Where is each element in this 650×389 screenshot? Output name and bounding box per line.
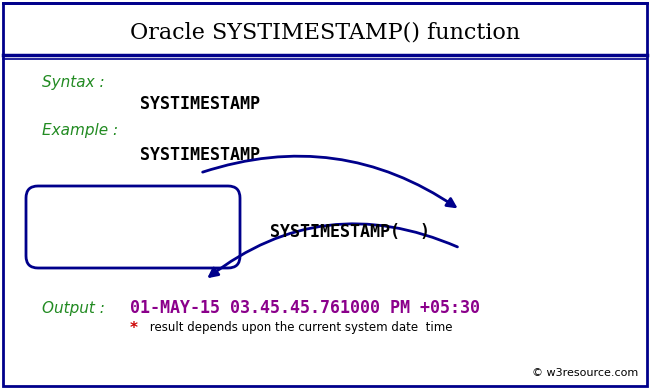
Text: Example :: Example :	[42, 123, 118, 137]
Text: result depends upon the current system date  time: result depends upon the current system d…	[146, 321, 452, 335]
Text: Syntax :: Syntax :	[42, 75, 105, 89]
FancyBboxPatch shape	[26, 186, 240, 268]
Text: *: *	[130, 321, 138, 335]
Text: Oracle SYSTIMESTAMP() function: Oracle SYSTIMESTAMP() function	[130, 21, 520, 43]
Text: SYSTIMESTAMP: SYSTIMESTAMP	[140, 146, 260, 164]
Text: 01-MAY-15 03.45.45.761000 PM +05:30: 01-MAY-15 03.45.45.761000 PM +05:30	[130, 299, 480, 317]
Text: SYSTIMESTAMP: SYSTIMESTAMP	[140, 95, 260, 113]
Text: Output :: Output :	[42, 300, 105, 315]
Text: © w3resource.com: © w3resource.com	[532, 368, 638, 378]
Text: SYSTIMESTAMP(  ): SYSTIMESTAMP( )	[270, 223, 430, 241]
